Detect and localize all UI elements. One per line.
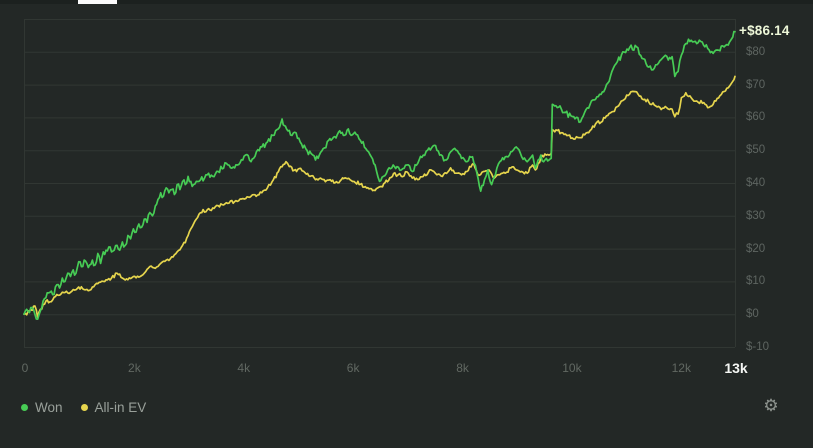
x-tick-label: 0	[21, 361, 29, 375]
x-tick-label: 10k	[562, 361, 582, 375]
y-tick-label: $50	[746, 144, 766, 157]
x-tick-label: 12k	[671, 361, 691, 375]
y-tick-label: $0	[746, 308, 759, 321]
y-tick-label: $80	[746, 45, 766, 58]
all-in-ev-series-color-dot	[80, 403, 88, 411]
legend-item-all-in-ev[interactable]: All-in EV	[80, 399, 147, 415]
chart-legend: Won All-in EV	[21, 398, 146, 416]
x-tick-label: 2k	[128, 361, 141, 375]
y-tick-label: $-10	[746, 341, 770, 353]
y-tick-label: $60	[746, 111, 766, 124]
y-tick-label: $30	[746, 209, 766, 222]
x-tick-label: 8k	[456, 361, 469, 375]
legend-label-all-in-ev: All-in EV	[94, 399, 147, 415]
legend-label-won: Won	[35, 399, 63, 415]
x-tick-label-current: 13k	[724, 360, 748, 376]
top-scrollbar-thumb[interactable]	[78, 0, 117, 4]
y-tick-label: $10	[746, 275, 766, 288]
x-tick-label: 4k	[237, 361, 251, 375]
settings-gear-icon[interactable]: ⚙	[763, 396, 779, 415]
current-winnings-label: +$86.14	[739, 23, 790, 38]
top-scrollbar-track	[0, 0, 813, 4]
y-tick-label: $40	[746, 177, 766, 189]
won-line-series	[23, 30, 736, 320]
x-tick-label: 6k	[346, 361, 360, 375]
all-in-ev-line-series	[23, 75, 736, 319]
y-tick-label: $20	[746, 242, 766, 255]
won-series-color-dot	[21, 403, 28, 411]
y-tick-label: $70	[746, 78, 766, 91]
legend-item-won[interactable]: Won	[21, 400, 63, 415]
